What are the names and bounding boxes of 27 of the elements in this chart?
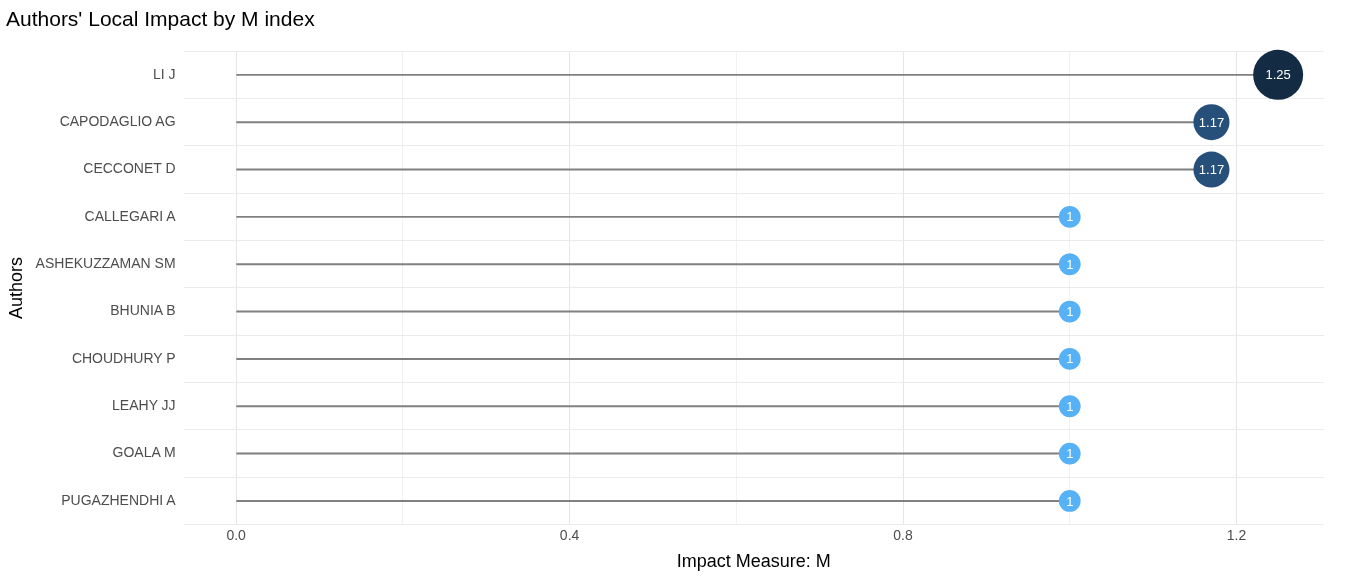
data-label: 1 xyxy=(1066,209,1074,225)
x-tick-label: 0.8 xyxy=(893,526,913,543)
y-tick-label: LI J xyxy=(153,65,176,82)
data-label: 1.17 xyxy=(1198,114,1225,130)
data-label: 1 xyxy=(1066,398,1074,414)
y-axis-title: Authors xyxy=(5,256,26,319)
data-label: 1 xyxy=(1066,304,1074,320)
x-tick-label: 1.2 xyxy=(1226,526,1247,543)
y-tick-label: CHOUDHURY P xyxy=(71,349,176,366)
y-tick-label: PUGAZHENDHI A xyxy=(61,491,177,508)
data-label: 1.25 xyxy=(1265,67,1291,83)
x-tick-label: 0.0 xyxy=(226,526,247,543)
y-tick-label: LEAHY JJ xyxy=(112,397,176,414)
data-label: 1 xyxy=(1066,351,1074,367)
x-tick-label: 0.4 xyxy=(559,526,580,543)
data-label: 1 xyxy=(1066,446,1074,462)
chart-title: Authors' Local Impact by M index xyxy=(6,7,316,31)
data-label: 1 xyxy=(1066,493,1074,509)
data-label: 1.17 xyxy=(1198,162,1225,178)
y-tick-label: CAPODAGLIO AG xyxy=(59,113,176,130)
y-tick-label: CALLEGARI A xyxy=(84,207,177,224)
y-tick-label: CECCONET D xyxy=(83,160,176,177)
y-tick-label: ASHEKUZZAMAN SM xyxy=(35,255,176,272)
y-tick-label: BHUNIA B xyxy=(110,302,176,319)
x-axis-title: Impact Measure: M xyxy=(676,551,831,572)
y-tick-label: GOALA M xyxy=(112,444,176,461)
data-label: 1 xyxy=(1066,256,1074,272)
